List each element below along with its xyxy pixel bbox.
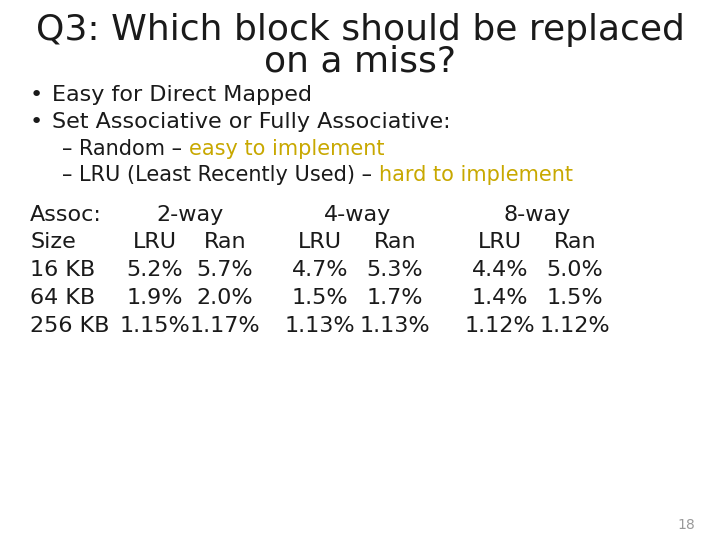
Text: 1.7%: 1.7%	[366, 288, 423, 308]
Text: 1.13%: 1.13%	[284, 316, 355, 336]
Text: hard to implement: hard to implement	[379, 165, 572, 185]
Text: 5.2%: 5.2%	[127, 260, 184, 280]
Text: on a miss?: on a miss?	[264, 45, 456, 79]
Text: 5.0%: 5.0%	[546, 260, 603, 280]
Text: 18: 18	[678, 518, 695, 532]
Text: 4.7%: 4.7%	[292, 260, 348, 280]
Text: 1.12%: 1.12%	[540, 316, 611, 336]
Text: •: •	[30, 85, 43, 105]
Text: 1.13%: 1.13%	[360, 316, 431, 336]
Text: 1.5%: 1.5%	[546, 288, 603, 308]
Text: Ran: Ran	[374, 232, 416, 252]
Text: – LRU (Least Recently Used) –: – LRU (Least Recently Used) –	[62, 165, 379, 185]
Text: LRU: LRU	[298, 232, 342, 252]
Text: 5.3%: 5.3%	[366, 260, 423, 280]
Text: 4.4%: 4.4%	[472, 260, 528, 280]
Text: 1.4%: 1.4%	[472, 288, 528, 308]
Text: 8-way: 8-way	[504, 205, 571, 225]
Text: Assoc:: Assoc:	[30, 205, 102, 225]
Text: 4-way: 4-way	[324, 205, 391, 225]
Text: easy to implement: easy to implement	[189, 139, 384, 159]
Text: 2.0%: 2.0%	[197, 288, 253, 308]
Text: 1.9%: 1.9%	[127, 288, 184, 308]
Text: 64 KB: 64 KB	[30, 288, 95, 308]
Text: – Random –: – Random –	[62, 139, 189, 159]
Text: 1.5%: 1.5%	[292, 288, 348, 308]
Text: LRU: LRU	[133, 232, 177, 252]
Text: Q3: Which block should be replaced: Q3: Which block should be replaced	[35, 13, 685, 47]
Text: Ran: Ran	[554, 232, 596, 252]
Text: Ran: Ran	[204, 232, 246, 252]
Text: 256 KB: 256 KB	[30, 316, 109, 336]
Text: Set Associative or Fully Associative:: Set Associative or Fully Associative:	[52, 112, 451, 132]
Text: 1.17%: 1.17%	[189, 316, 261, 336]
Text: LRU: LRU	[478, 232, 522, 252]
Text: Size: Size	[30, 232, 76, 252]
Text: 1.15%: 1.15%	[120, 316, 190, 336]
Text: 5.7%: 5.7%	[197, 260, 253, 280]
Text: 16 KB: 16 KB	[30, 260, 95, 280]
Text: •: •	[30, 112, 43, 132]
Text: 1.12%: 1.12%	[464, 316, 535, 336]
Text: 2-way: 2-way	[156, 205, 224, 225]
Text: Easy for Direct Mapped: Easy for Direct Mapped	[52, 85, 312, 105]
